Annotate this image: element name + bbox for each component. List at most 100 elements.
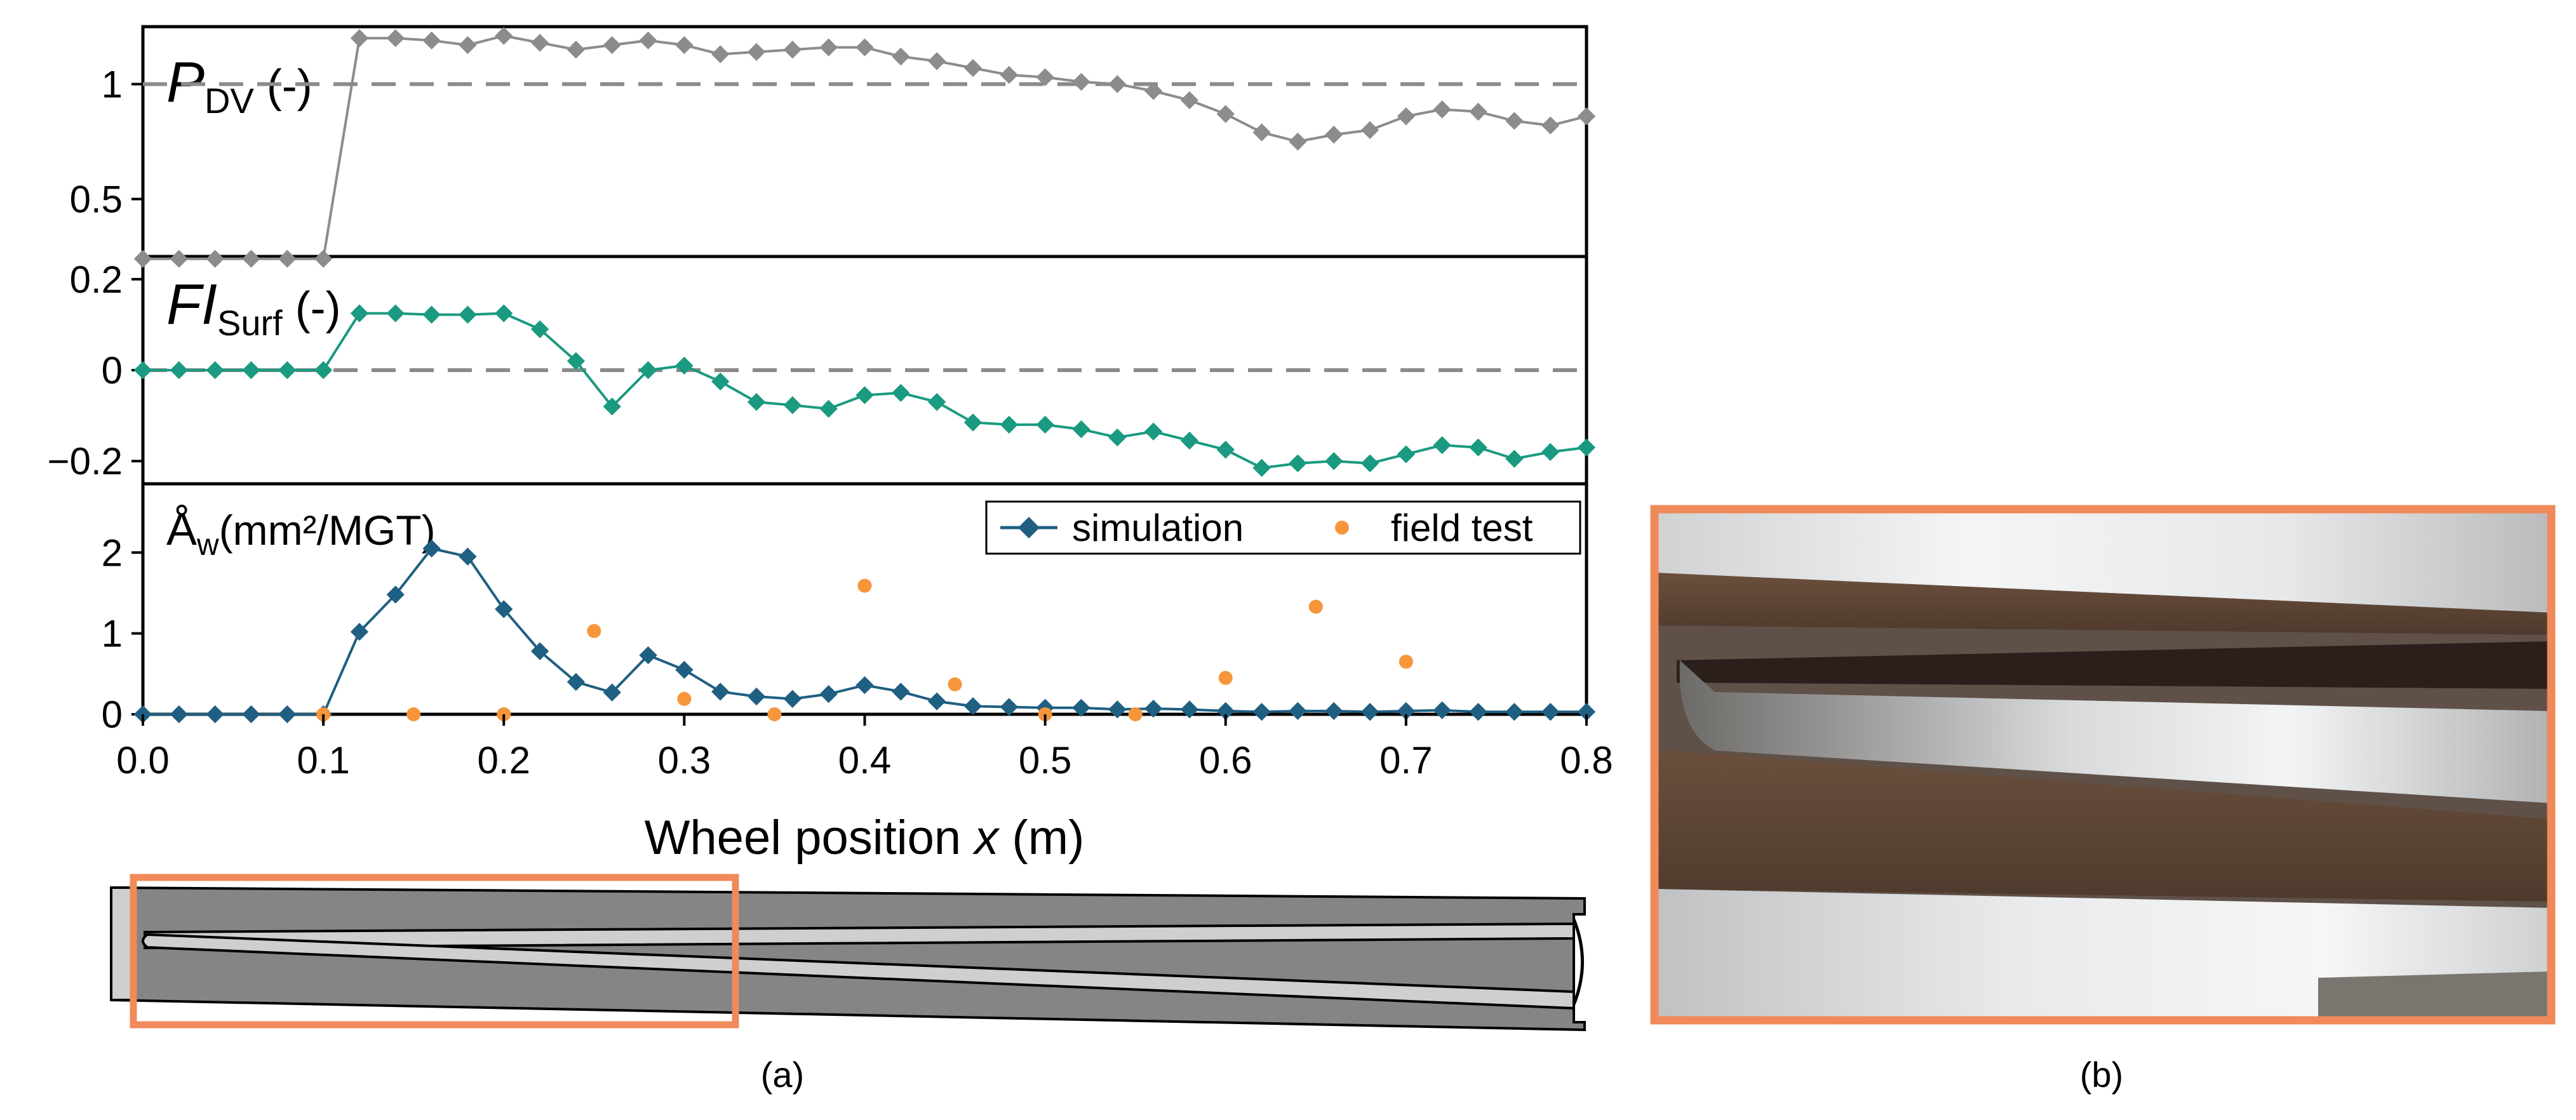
simulation-point — [1433, 701, 1451, 719]
fisurf-series-point — [603, 397, 621, 416]
aw-panel: Åw(mm²/MGT) simulation field test — [141, 482, 1588, 716]
simulation-point — [603, 683, 621, 702]
x-tick-label: 0.8 — [1560, 739, 1613, 782]
simulation-point — [1072, 698, 1090, 717]
pdv-series-point — [170, 250, 188, 268]
simulation-point — [819, 685, 838, 703]
fisurf-series-point — [567, 352, 586, 370]
pdv-series-point — [783, 41, 802, 59]
legend-field-test-label: field test — [1391, 507, 1533, 549]
fisurf-y-tick-label: 0.2 — [70, 258, 123, 301]
aw-y-tick-label: 0 — [102, 693, 123, 736]
simulation-point — [1252, 703, 1271, 721]
caption-b: (b) — [2080, 1055, 2123, 1095]
simulation-point — [1577, 703, 1596, 721]
fisurf-series-point — [1577, 438, 1596, 457]
aw-axis-label: Åw(mm²/MGT) — [166, 504, 436, 562]
photo-frame — [1650, 505, 2556, 1025]
pdv-series-point — [1505, 112, 1524, 130]
pdv-series-point — [1000, 65, 1018, 84]
field-test-point — [1399, 655, 1413, 669]
pdv-series-point — [530, 34, 549, 52]
simulation-point — [1216, 702, 1235, 721]
pdv-series-point — [1469, 102, 1487, 121]
pdv-axis-label: PDV (-) — [166, 51, 312, 121]
pdv-series-point — [386, 29, 405, 48]
simulation-point — [711, 683, 730, 701]
pdv-series-point — [892, 47, 910, 66]
fisurf-series-point — [1505, 450, 1524, 468]
pdv-series-point — [314, 250, 333, 268]
fisurf-series-point — [1000, 415, 1018, 434]
x-tick-label: 0.1 — [297, 739, 349, 782]
simulation-point — [206, 705, 224, 724]
x-tick-label: 0.0 — [116, 739, 169, 782]
simulation-point — [1108, 700, 1127, 719]
fisurf-series-point — [1108, 428, 1127, 447]
legend-box — [985, 500, 1581, 555]
photo-lower-rail-side — [1654, 749, 2551, 902]
x-tick-label: 0.3 — [658, 739, 711, 782]
simulation-point — [495, 600, 513, 618]
fisurf-series-point — [928, 392, 946, 411]
fisurf-series-point — [711, 372, 730, 391]
fisurf-series-point — [892, 383, 910, 402]
x-tick-label: 0.2 — [478, 739, 530, 782]
fisurf-series-point — [819, 399, 838, 418]
pdv-series-point — [1577, 107, 1596, 126]
simulation-point — [170, 705, 188, 724]
pdv-series-point — [1360, 121, 1379, 140]
rail-end-cap — [110, 886, 134, 1001]
simulation-point — [1180, 700, 1199, 719]
simulation-point — [855, 676, 874, 695]
simulation-point — [747, 687, 766, 706]
pdv-series-point — [963, 59, 983, 77]
switch-schematic — [110, 874, 1586, 1032]
fisurf-series-point — [1144, 422, 1163, 441]
x-axis-title: Wheel position x (m) — [645, 811, 1085, 865]
fisurf-series-point — [314, 361, 333, 380]
legend: simulation field test — [985, 500, 1581, 555]
fisurf-series-point — [133, 361, 152, 380]
pdv-series-point — [1108, 75, 1127, 93]
simulation-point — [567, 672, 586, 691]
pdv-series-point — [459, 36, 477, 55]
x-tick-label: 0.5 — [1019, 739, 1071, 782]
fisurf-series-point — [1252, 458, 1271, 477]
simulation-point — [963, 697, 983, 716]
pdv-series-point — [422, 31, 441, 50]
pdv-y-tick-label: 0.5 — [70, 178, 123, 221]
pdv-series-point — [855, 38, 874, 57]
simulation-point — [422, 539, 441, 558]
fisurf-series-point — [1469, 438, 1487, 457]
field-test-point — [406, 707, 421, 721]
pdv-series-point — [1036, 68, 1054, 86]
legend-field-test-marker — [1335, 521, 1349, 535]
highlight-region-frame — [130, 874, 739, 1029]
pdv-series-point — [639, 31, 657, 50]
pdv-panel: PDV (-) — [141, 25, 1588, 258]
simulation-point — [675, 660, 694, 679]
fisurf-series-point — [783, 396, 802, 415]
simulation-point — [386, 585, 405, 604]
fisurf-series-point — [530, 320, 549, 338]
simulation-point — [1541, 703, 1560, 721]
fisurf-series-point — [422, 305, 441, 324]
pdv-series-point — [1325, 125, 1343, 144]
fisurf-series-point — [495, 304, 513, 323]
pdv-series-point — [1397, 107, 1416, 126]
fisurf-series-point — [639, 361, 657, 380]
pdv-series-point — [747, 43, 766, 61]
simulation-point — [278, 705, 297, 724]
simulation-point — [783, 690, 802, 708]
fisurf-series-point — [1216, 441, 1235, 459]
fisurf-series-point — [170, 361, 188, 380]
pdv-series-point — [1144, 82, 1163, 100]
x-tick-label: 0.6 — [1199, 739, 1252, 782]
legend-simulation-marker — [1018, 517, 1040, 538]
fisurf-axis-label: FISurf (-) — [166, 273, 341, 343]
simulation-point — [242, 705, 260, 724]
fisurf-series-point — [1397, 445, 1416, 463]
field-test-point — [677, 691, 692, 706]
field-test-point — [1128, 707, 1143, 721]
